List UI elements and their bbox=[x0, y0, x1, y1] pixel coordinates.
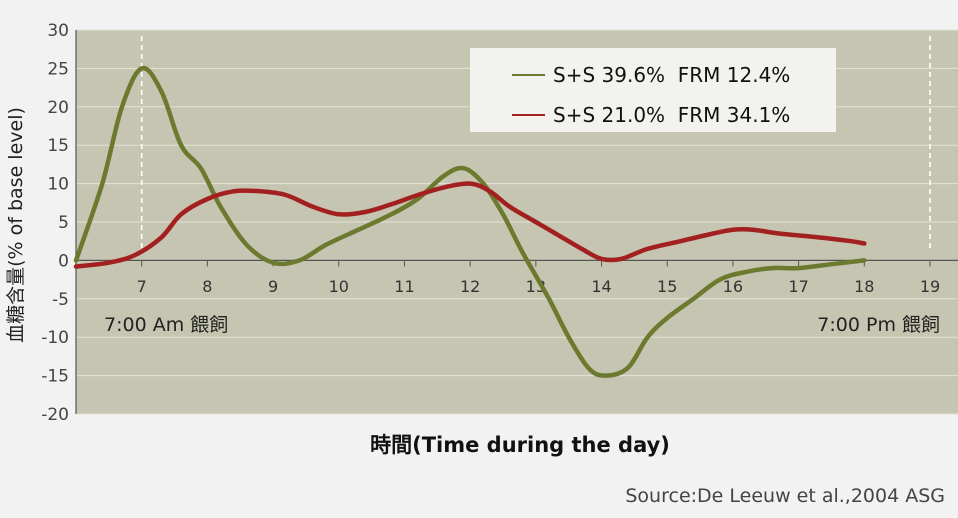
series-line-2 bbox=[73, 181, 867, 269]
x-tick-label: 12 bbox=[460, 277, 480, 296]
x-tick-label: 14 bbox=[591, 277, 611, 296]
x-tick-label: 8 bbox=[202, 277, 212, 296]
y-tick-label: -15 bbox=[41, 367, 69, 387]
x-axis-label: 時間(Time during the day) bbox=[370, 433, 670, 457]
x-tick-label: 11 bbox=[394, 277, 414, 296]
series-line-1 bbox=[73, 65, 867, 378]
annotation-evening-feeding: 7:00 Pm 餵飼 bbox=[817, 314, 940, 336]
y-axis-label: 血糖含量(% of base level) bbox=[5, 107, 27, 343]
y-tick-label: -10 bbox=[41, 328, 69, 348]
source-note: Source:De Leeuw et al.,2004 ASG bbox=[625, 485, 945, 507]
y-tick-label: -5 bbox=[52, 290, 69, 310]
axes bbox=[75, 30, 958, 414]
y-tick-label: 15 bbox=[47, 136, 69, 156]
x-tick-label: 10 bbox=[329, 277, 349, 296]
y-tick-label: 5 bbox=[58, 213, 69, 233]
y-tick-label: 20 bbox=[47, 98, 69, 118]
y-tick-label: -20 bbox=[41, 405, 69, 425]
legend-box bbox=[470, 48, 836, 132]
y-tick-label: 10 bbox=[47, 175, 69, 195]
y-tick-label: 30 bbox=[47, 21, 69, 41]
x-tick-label: 7 bbox=[137, 277, 147, 296]
legend-label-series-1: S+S 39.6% FRM 12.4% bbox=[553, 63, 790, 87]
y-tick-label: 25 bbox=[47, 59, 69, 79]
x-tick-label: 17 bbox=[788, 277, 808, 296]
x-axis-ticks: 7 8 9 10 11 12 13 14 15 16 17 18 19 bbox=[137, 260, 940, 296]
x-tick-label: 19 bbox=[920, 277, 940, 296]
x-tick-label: 16 bbox=[723, 277, 743, 296]
legend: S+S 39.6% FRM 12.4% S+S 21.0% FRM 34.1% bbox=[470, 48, 836, 132]
y-tick-label: 0 bbox=[58, 251, 69, 271]
x-tick-label: 9 bbox=[268, 277, 278, 296]
legend-label-series-2: S+S 21.0% FRM 34.1% bbox=[553, 103, 790, 127]
x-tick-label: 18 bbox=[854, 277, 874, 296]
annotation-morning-feeding: 7:00 Am 餵飼 bbox=[104, 314, 228, 336]
series bbox=[73, 65, 867, 378]
y-axis-ticks: 30 25 20 15 10 5 0 -5 -10 -15 -20 bbox=[41, 21, 69, 425]
x-tick-label: 15 bbox=[657, 277, 677, 296]
